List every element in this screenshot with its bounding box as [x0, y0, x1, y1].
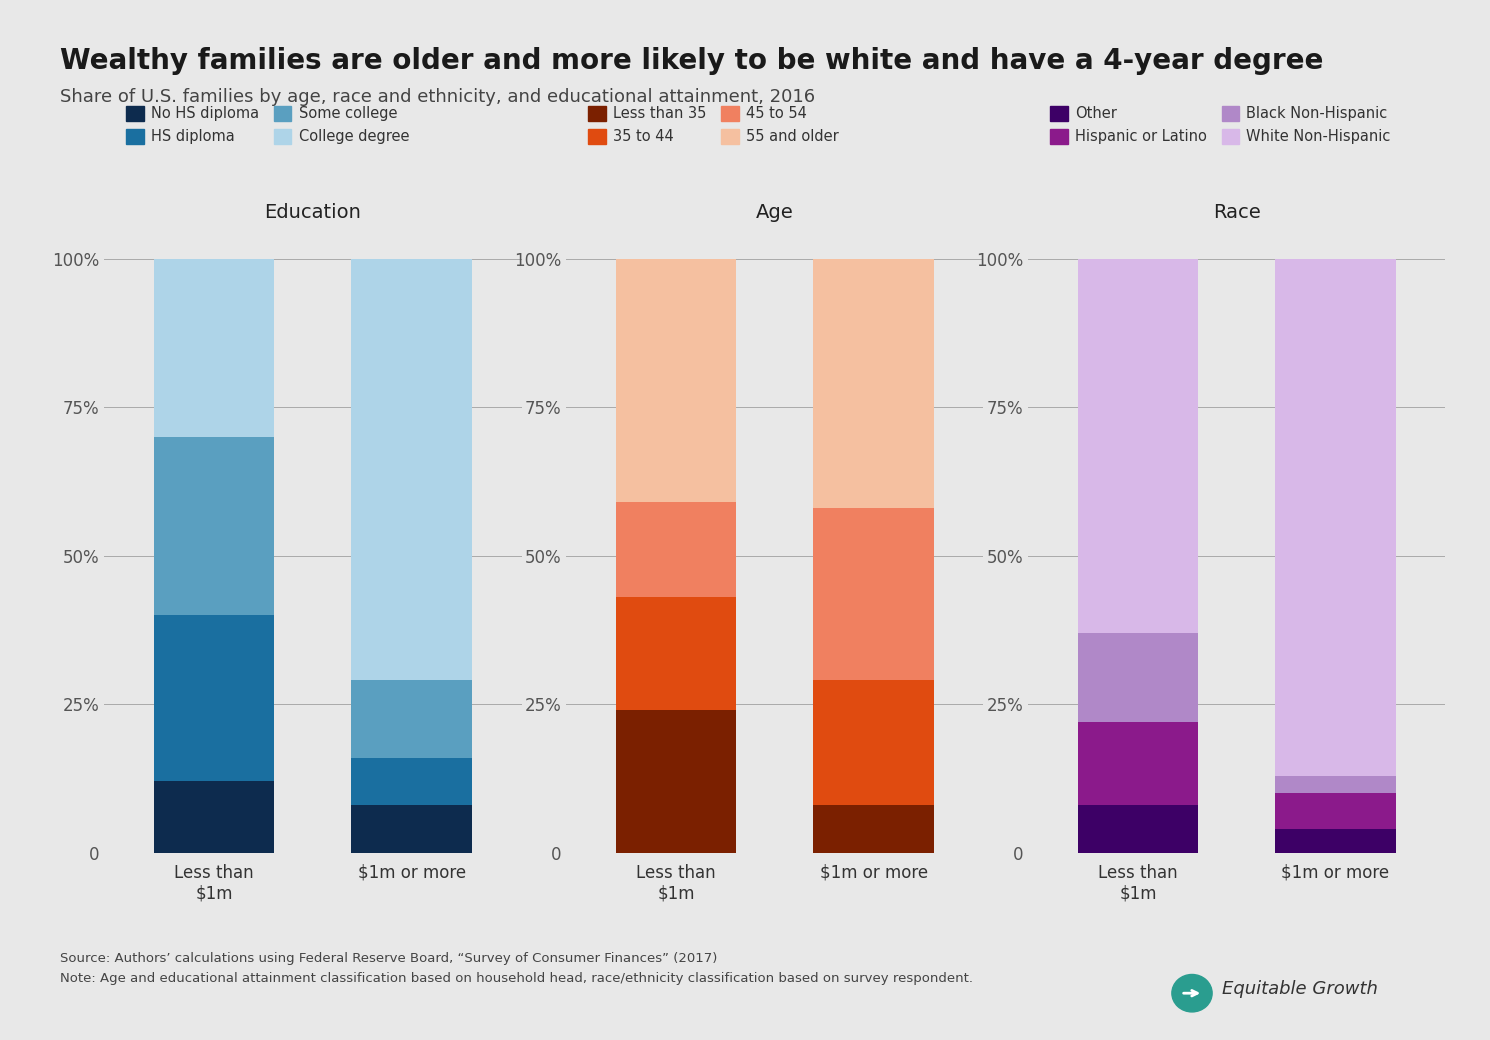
Bar: [814, 680, 934, 805]
Text: Note: Age and educational attainment classification based on household head, rac: Note: Age and educational attainment cla…: [60, 972, 973, 986]
Bar: [615, 710, 736, 853]
Bar: [615, 259, 736, 502]
Bar: [1077, 633, 1198, 722]
Bar: [352, 805, 472, 853]
Title: Age: Age: [755, 203, 794, 222]
Bar: [615, 597, 736, 710]
Legend: No HS diploma, HS diploma, Some college, College degree: No HS diploma, HS diploma, Some college,…: [127, 106, 410, 145]
Text: Equitable Growth: Equitable Growth: [1222, 981, 1378, 998]
Bar: [153, 437, 274, 615]
Bar: [1077, 805, 1198, 853]
Bar: [352, 680, 472, 758]
Legend: Other, Hispanic or Latino, Black Non-Hispanic, White Non-Hispanic: Other, Hispanic or Latino, Black Non-His…: [1050, 106, 1390, 145]
Bar: [153, 781, 274, 853]
Bar: [1275, 259, 1396, 776]
Bar: [1077, 259, 1198, 633]
Bar: [153, 259, 274, 437]
Text: Source: Authors’ calculations using Federal Reserve Board, “Survey of Consumer F: Source: Authors’ calculations using Fede…: [60, 952, 717, 965]
Bar: [814, 805, 934, 853]
Bar: [1275, 776, 1396, 794]
Text: Wealthy families are older and more likely to be white and have a 4-year degree: Wealthy families are older and more like…: [60, 47, 1323, 75]
Text: Share of U.S. families by age, race and ethnicity, and educational attainment, 2: Share of U.S. families by age, race and …: [60, 88, 815, 106]
Title: Education: Education: [264, 203, 362, 222]
Bar: [814, 259, 934, 509]
Legend: Less than 35, 35 to 44, 45 to 54, 55 and older: Less than 35, 35 to 44, 45 to 54, 55 and…: [589, 106, 839, 145]
Bar: [153, 615, 274, 781]
Circle shape: [1171, 974, 1213, 1012]
Title: Race: Race: [1213, 203, 1261, 222]
Bar: [352, 259, 472, 680]
Bar: [814, 509, 934, 680]
Bar: [352, 758, 472, 805]
Bar: [1275, 794, 1396, 829]
Bar: [615, 502, 736, 597]
Bar: [1077, 722, 1198, 805]
Bar: [1275, 829, 1396, 853]
